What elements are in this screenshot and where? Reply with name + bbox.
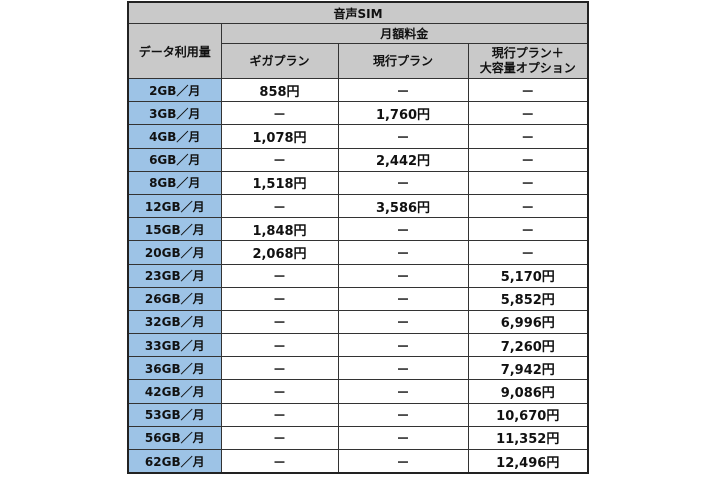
usage-cell: 53GB／月 [127, 402, 222, 427]
table-row: 32GB／月－－ 6,996円 [127, 309, 589, 335]
giga-plan-cell: － [220, 356, 339, 381]
usage-header: データ利用量 [127, 23, 222, 79]
giga-plan-cell: － [220, 425, 339, 451]
giga-plan-cell: － [220, 286, 339, 311]
current-plan-header: 現行プラン [337, 43, 469, 79]
giga-plan-cell: － [220, 333, 339, 358]
table-row: 2GB／月 858円－－ [127, 77, 589, 103]
current-plan-cell: － [337, 379, 469, 404]
option-plan-cell: － [467, 101, 589, 126]
usage-cell: 2GB／月 [127, 77, 222, 103]
usage-cell: 6GB／月 [127, 147, 222, 172]
usage-cell: 15GB／月 [127, 217, 222, 242]
usage-cell: 12GB／月 [127, 193, 222, 219]
option-plan-cell: 12,496円 [467, 449, 589, 474]
giga-plan-cell: 858円 [220, 77, 339, 103]
usage-cell: 62GB／月 [127, 449, 222, 474]
option-plan-cell: － [467, 124, 589, 149]
current-plan-cell: － [337, 449, 469, 474]
giga-plan-cell: － [220, 101, 339, 126]
option-plan-cell: － [467, 147, 589, 172]
usage-cell: 56GB／月 [127, 425, 222, 451]
usage-cell: 23GB／月 [127, 263, 222, 288]
giga-plan-cell: 1,848円 [220, 217, 339, 242]
current-plan-cell: － [337, 77, 469, 103]
option-plan-cell: 5,852円 [467, 286, 589, 311]
current-plan-cell: － [337, 217, 469, 242]
option-plan-header: 現行プラン＋ 大容量オプション [467, 43, 589, 79]
usage-cell: 42GB／月 [127, 379, 222, 404]
current-plan-cell: － [337, 333, 469, 358]
option-plan-cell: 6,996円 [467, 309, 589, 335]
giga-plan-cell: 1,518円 [220, 170, 339, 195]
usage-cell: 20GB／月 [127, 240, 222, 265]
usage-cell: 3GB／月 [127, 101, 222, 126]
table-row: 56GB／月－－ 11,352円 [127, 425, 589, 451]
table-row: 12GB／月－ 3,586円－ [127, 193, 589, 219]
usage-cell: 36GB／月 [127, 356, 222, 381]
table-row: 53GB／月－－ 10,670円 [127, 402, 589, 427]
usage-cell: 8GB／月 [127, 170, 222, 195]
giga-plan-header: ギガプラン [220, 43, 339, 79]
option-plan-cell: － [467, 217, 589, 242]
option-plan-cell: 5,170円 [467, 263, 589, 288]
giga-plan-cell: － [220, 193, 339, 219]
table-row: 6GB／月－ 2,442円－ [127, 147, 589, 172]
table-row: 15GB／月 1,848円－－ [127, 217, 589, 242]
current-plan-cell: － [337, 286, 469, 311]
usage-cell: 4GB／月 [127, 124, 222, 149]
current-plan-cell: － [337, 124, 469, 149]
usage-cell: 33GB／月 [127, 333, 222, 358]
option-plan-cell: － [467, 193, 589, 219]
option-plan-cell: － [467, 170, 589, 195]
option-plan-cell: 11,352円 [467, 425, 589, 451]
current-plan-cell: 2,442円 [337, 147, 469, 172]
table-row: 4GB／月 1,078円－－ [127, 124, 589, 149]
option-plan-cell: － [467, 240, 589, 265]
option-plan-cell: 7,260円 [467, 333, 589, 358]
current-plan-cell: － [337, 309, 469, 335]
giga-plan-cell: － [220, 147, 339, 172]
giga-plan-cell: － [220, 309, 339, 335]
option-header-line2: 大容量オプション [479, 61, 576, 75]
fee-header: 月額料金 [220, 23, 589, 44]
current-plan-cell: 3,586円 [337, 193, 469, 219]
option-plan-cell: 7,942円 [467, 356, 589, 381]
table-row: 8GB／月 1,518円－－ [127, 170, 589, 195]
current-plan-cell: － [337, 240, 469, 265]
giga-plan-cell: 1,078円 [220, 124, 339, 149]
table-row: 23GB／月－－ 5,170円 [127, 263, 589, 288]
current-plan-cell: － [337, 402, 469, 427]
table-row: 36GB／月－－ 7,942円 [127, 356, 589, 381]
giga-plan-cell: － [220, 402, 339, 427]
current-plan-cell: － [337, 263, 469, 288]
current-plan-cell: 1,760円 [337, 101, 469, 126]
table-row: 3GB／月－ 1,760円－ [127, 101, 589, 126]
current-plan-cell: － [337, 425, 469, 451]
giga-plan-cell: － [220, 449, 339, 474]
option-plan-cell: 10,670円 [467, 402, 589, 427]
table-row: 62GB／月－－ 12,496円 [127, 449, 589, 474]
table-body: 2GB／月 858円－－ 3GB／月－ 1,760円－ 4GB／月 1,078円－－ 6GB… [127, 77, 589, 474]
table-row: 42GB／月－－ 9,086円 [127, 379, 589, 404]
option-plan-cell: 9,086円 [467, 379, 589, 404]
price-table: 音声SIM データ利用量 月額料金 ギガプラン 現行プラン 現行プラン＋ 大容量オ… [127, 1, 589, 475]
usage-cell: 26GB／月 [127, 286, 222, 311]
option-plan-cell: － [467, 77, 589, 103]
usage-cell: 32GB／月 [127, 309, 222, 335]
giga-plan-cell: 2,068円 [220, 240, 339, 265]
table-row: 33GB／月－－ 7,260円 [127, 333, 589, 358]
giga-plan-cell: － [220, 379, 339, 404]
option-header-line1: 現行プラン＋ [491, 46, 564, 60]
table-row: 26GB／月－－ 5,852円 [127, 286, 589, 311]
giga-plan-cell: － [220, 263, 339, 288]
table-title: 音声SIM [127, 1, 589, 24]
current-plan-cell: － [337, 170, 469, 195]
table-row: 20GB／月 2,068円－－ [127, 240, 589, 265]
current-plan-cell: － [337, 356, 469, 381]
